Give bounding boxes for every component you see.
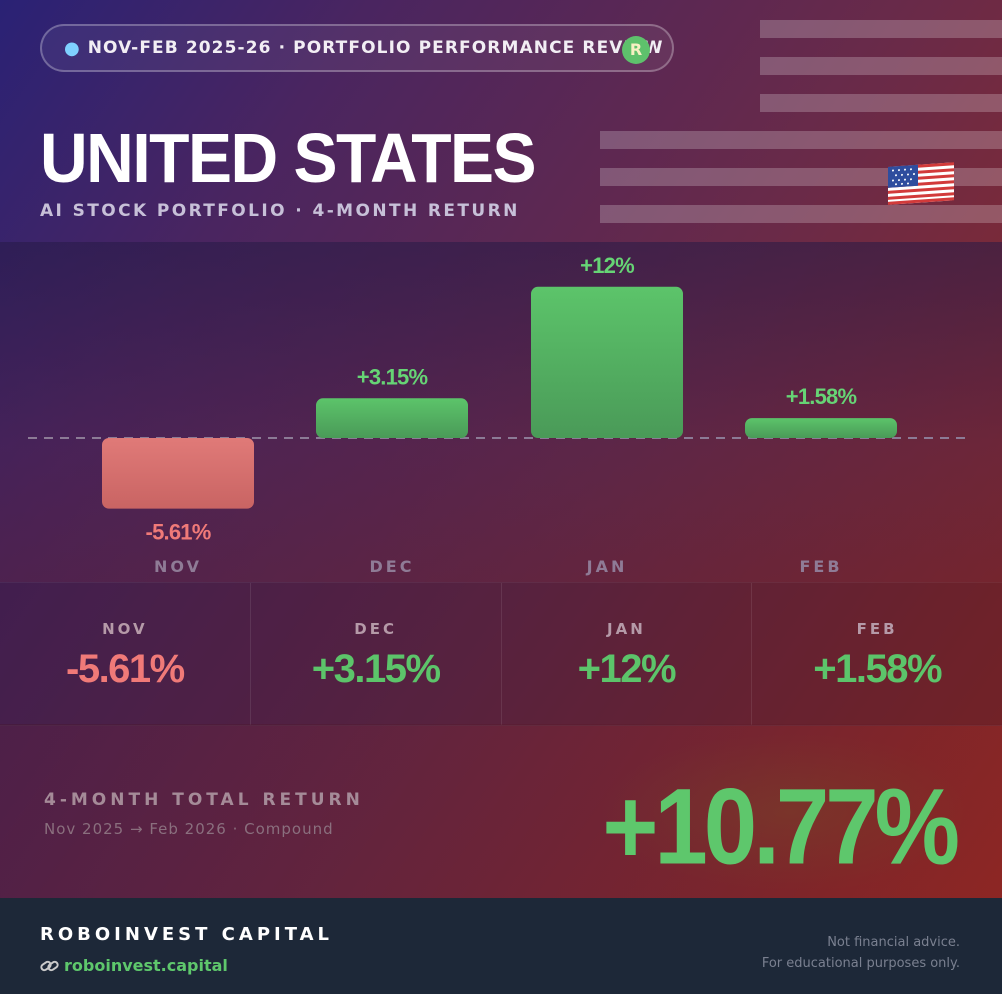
- bar-nov: [102, 438, 254, 509]
- disclaimer: Not financial advice. For educational pu…: [762, 932, 960, 974]
- header-section: ● NOV-FEB 2025-26 · PORTFOLIO PERFORMANC…: [0, 0, 1002, 242]
- month-card-value: +3.15%: [311, 647, 441, 691]
- total-return-label: 4-MONTH TOTAL RETURN: [44, 790, 364, 810]
- website-url[interactable]: roboinvest.capital: [64, 956, 228, 975]
- period-badge: ● NOV-FEB 2025-26 · PORTFOLIO PERFORMANC…: [40, 24, 674, 72]
- disclaimer-line: Not financial advice.: [827, 935, 960, 950]
- month-card-label: DEC: [354, 620, 397, 638]
- month-card: JAN +12%: [502, 583, 753, 725]
- brand-logo-icon: R: [622, 36, 650, 64]
- month-card-value: -5.61%: [66, 647, 185, 691]
- period-badge-text: NOV-FEB 2025-26 · PORTFOLIO PERFORMANCE …: [87, 38, 664, 58]
- us-flag-icon: [888, 162, 954, 205]
- month-card-value: +1.58%: [813, 647, 942, 691]
- monthly-summary-row: NOV -5.61% DEC +3.15% JAN +12% FEB +1.58…: [0, 582, 1002, 726]
- bar-dec: [316, 398, 468, 438]
- website-link[interactable]: roboinvest.capital: [40, 956, 228, 975]
- bar-data-label: +1.58%: [786, 384, 857, 409]
- page-title: UNITED STATES: [40, 119, 537, 197]
- page-subtitle: AI STOCK PORTFOLIO · 4-MONTH RETURN: [40, 201, 520, 221]
- month-card: DEC +3.15%: [251, 583, 502, 725]
- month-card: FEB +1.58%: [752, 583, 1002, 725]
- bar-data-label: +12%: [580, 253, 634, 278]
- total-return-section: 4-MONTH TOTAL RETURN Nov 2025 → Feb 2026…: [0, 724, 1002, 898]
- link-icon: [40, 960, 59, 971]
- bar-jan: [531, 286, 683, 438]
- globe-icon: ●: [64, 37, 80, 59]
- x-tick-label: FEB: [799, 557, 842, 576]
- bar-chart-svg: -5.61% NOV +3.15% DEC +12% JAN +1.58% FEB: [28, 253, 972, 576]
- total-return-value: +10.77%: [602, 767, 960, 887]
- x-tick-label: JAN: [586, 557, 628, 576]
- x-tick-label: DEC: [370, 557, 415, 576]
- footer: ROBOINVEST CAPITAL roboinvest.capital No…: [0, 898, 1002, 994]
- month-card-label: JAN: [607, 620, 646, 638]
- month-card-label: NOV: [102, 620, 148, 638]
- brand-name: ROBOINVEST CAPITAL: [40, 924, 333, 945]
- bar-data-label: -5.61%: [146, 520, 211, 545]
- month-card: NOV -5.61%: [0, 583, 251, 725]
- month-card-value: +12%: [577, 647, 677, 691]
- total-return-period: Nov 2025 → Feb 2026 · Compound: [44, 820, 334, 838]
- monthly-return-chart: -5.61% NOV +3.15% DEC +12% JAN +1.58% FEB: [0, 242, 1002, 582]
- bar-feb: [745, 418, 897, 438]
- disclaimer-line: For educational purposes only.: [761, 956, 960, 971]
- month-card-label: FEB: [856, 620, 898, 638]
- x-tick-label: NOV: [154, 557, 202, 576]
- bar-data-label: +3.15%: [357, 364, 428, 389]
